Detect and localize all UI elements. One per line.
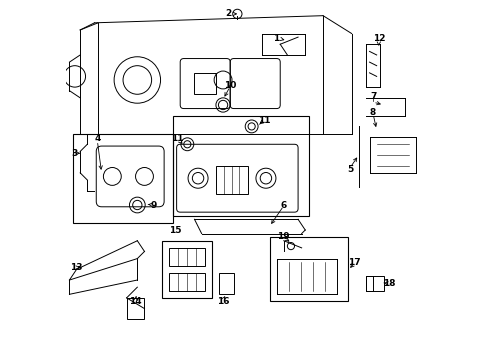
Text: 10: 10: [224, 81, 236, 90]
Text: 16: 16: [216, 297, 229, 306]
Text: 18: 18: [382, 279, 394, 288]
Bar: [162, 241, 212, 298]
Text: 8: 8: [369, 108, 375, 117]
Text: 11: 11: [258, 116, 270, 125]
Text: 4: 4: [94, 134, 101, 143]
Text: 3: 3: [72, 149, 78, 158]
Text: 2: 2: [225, 9, 231, 18]
Text: 1: 1: [273, 35, 279, 44]
Text: 15: 15: [168, 225, 181, 234]
Bar: [216, 166, 247, 194]
Text: 5: 5: [346, 165, 352, 174]
Text: 19: 19: [276, 232, 289, 241]
Bar: [126, 298, 144, 319]
Text: 12: 12: [372, 35, 384, 44]
Text: 17: 17: [347, 258, 360, 267]
Bar: [173, 116, 308, 216]
Bar: [365, 276, 383, 291]
Bar: [169, 273, 205, 291]
Bar: [269, 237, 347, 301]
Text: 13: 13: [69, 263, 82, 272]
Bar: [73, 134, 173, 223]
Text: 7: 7: [369, 91, 376, 100]
Bar: [194, 73, 216, 94]
Text: 11: 11: [171, 134, 183, 143]
Text: 14: 14: [129, 297, 142, 306]
Text: 6: 6: [280, 201, 286, 210]
Text: 9: 9: [150, 201, 156, 210]
Bar: [169, 248, 205, 266]
Bar: [365, 276, 372, 291]
Bar: [219, 273, 233, 294]
